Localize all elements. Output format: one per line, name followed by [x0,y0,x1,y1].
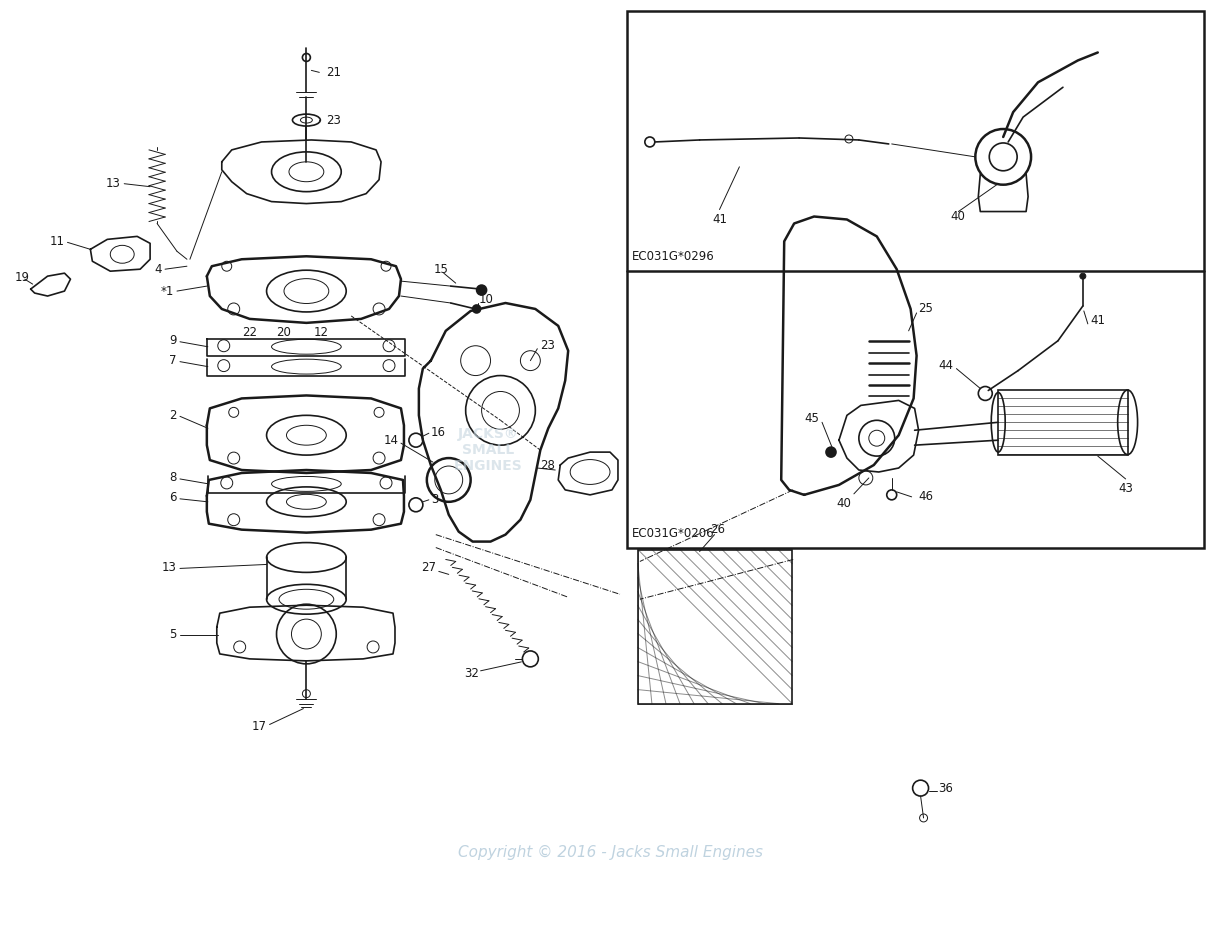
Text: 45: 45 [805,412,819,425]
Circle shape [827,447,836,457]
Bar [637,549,792,704]
Text: 14: 14 [383,433,399,447]
Bar [626,10,1204,547]
Text: 41: 41 [1090,315,1106,328]
Circle shape [1079,273,1085,279]
Text: 8: 8 [170,471,177,484]
Text: Copyright © 2016 - Jacks Small Engines: Copyright © 2016 - Jacks Small Engines [458,845,762,860]
Text: 23: 23 [541,339,556,352]
Text: 26: 26 [709,523,725,536]
Text: 19: 19 [15,271,29,284]
Text: 3: 3 [431,494,438,507]
Text: 11: 11 [50,235,65,248]
Text: 16: 16 [431,426,446,439]
Circle shape [473,305,481,313]
Text: 46: 46 [918,491,934,503]
Text: 6: 6 [170,492,177,504]
Text: 25: 25 [918,302,934,316]
Circle shape [476,285,486,295]
Text: 15: 15 [433,263,448,276]
Text: 7: 7 [170,354,177,367]
Text: 13: 13 [105,177,120,190]
Text: *1: *1 [161,284,175,298]
Text: 2: 2 [170,409,177,422]
Text: 27: 27 [421,560,436,574]
Text: 20: 20 [276,326,291,339]
Text: 23: 23 [326,114,341,126]
Text: EC031G*0206: EC031G*0206 [632,527,714,540]
Text: 5: 5 [170,627,177,641]
Text: 12: 12 [314,326,328,339]
Text: 22: 22 [242,326,258,339]
Text: 10: 10 [479,293,493,305]
Text: 17: 17 [252,720,266,733]
Text: 44: 44 [939,359,954,372]
Text: 13: 13 [162,560,177,574]
Text: 4: 4 [155,263,162,276]
Text: EC031G*0296: EC031G*0296 [632,251,714,263]
Text: JACKS®
SMALL
ENGINES: JACKS® SMALL ENGINES [454,427,523,473]
Text: 40: 40 [836,496,851,510]
Text: 40: 40 [950,210,966,223]
Text: 32: 32 [464,667,479,680]
Text: 21: 21 [326,66,342,79]
Text: 9: 9 [170,334,177,348]
Text: 43: 43 [1118,482,1133,495]
Text: 41: 41 [712,213,726,226]
Text: 28: 28 [541,459,556,472]
Text: 36: 36 [939,782,954,795]
Bar [999,391,1128,455]
